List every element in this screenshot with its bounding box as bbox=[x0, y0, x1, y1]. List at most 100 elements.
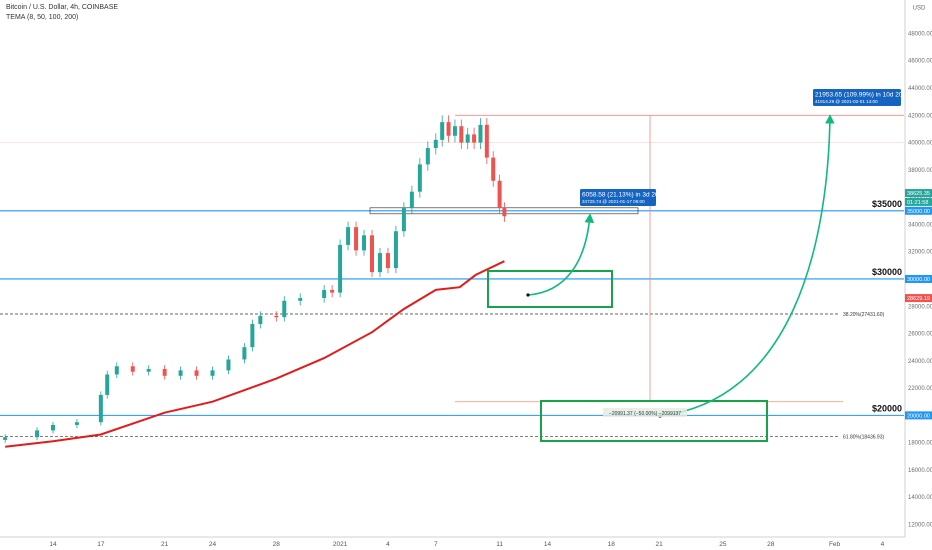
price-tick-label: 16000.00 bbox=[908, 468, 932, 474]
candle-down bbox=[472, 134, 477, 143]
candle-down bbox=[446, 122, 451, 136]
price-tag-label: 28629.19 bbox=[907, 296, 930, 302]
candle-up bbox=[322, 289, 327, 299]
measure-label-bg bbox=[603, 408, 687, 417]
candle-down bbox=[370, 235, 374, 273]
candle-up bbox=[250, 323, 255, 348]
price-tag-label: 01:21:58 bbox=[907, 200, 928, 206]
candle-up bbox=[409, 191, 414, 209]
level-label: $30000 bbox=[872, 267, 902, 277]
indicator-title: TEMA (8, 50, 100, 200) bbox=[6, 14, 79, 21]
candle-up bbox=[452, 126, 457, 136]
candle-up bbox=[146, 369, 151, 372]
price-tick-label: 38000.00 bbox=[908, 168, 932, 174]
annotations: −20991.37 (−50.00%) −2099137 6058.58 (21.… bbox=[487, 89, 906, 442]
price-tag bbox=[905, 294, 932, 303]
price-tick-label: 28000.00 bbox=[908, 304, 932, 310]
candle-down bbox=[491, 157, 496, 181]
time-tick-label: 14 bbox=[49, 541, 57, 548]
candle-down bbox=[497, 180, 502, 209]
callout-bg bbox=[813, 89, 901, 106]
candle-down bbox=[354, 227, 359, 251]
time-tick-label: 18 bbox=[608, 541, 616, 548]
candle-up bbox=[178, 370, 183, 376]
price-tag-label: 38625.35 bbox=[907, 191, 930, 197]
level-label: $35000 bbox=[872, 199, 902, 209]
price-tag-label: 30000.00 bbox=[907, 277, 930, 283]
callout-main: 6058.58 (21.13%) in 3d 20h bbox=[582, 192, 663, 199]
candle-up bbox=[298, 298, 303, 301]
candle-down bbox=[484, 124, 489, 158]
candle-up bbox=[393, 231, 398, 269]
symbol-title: Bitcoin / U.S. Dollar, 4h, COINBASE bbox=[6, 4, 119, 11]
candle-down bbox=[330, 289, 335, 293]
time-axis: 14 17 21 24 28 2021 4 7 11 14 18 21 25 28 Feb 4 bbox=[0, 536, 905, 548]
candle-up bbox=[3, 437, 8, 440]
candle-up bbox=[51, 424, 55, 431]
time-tick-label: 7 bbox=[434, 541, 438, 548]
time-tick-label: 4 bbox=[386, 541, 390, 548]
candle-up bbox=[242, 347, 247, 360]
candle-up bbox=[433, 139, 438, 149]
candle-up bbox=[346, 227, 351, 245]
time-tick-label: 28 bbox=[767, 541, 775, 548]
candle-down bbox=[385, 253, 390, 269]
tema-line bbox=[5, 260, 505, 448]
candle-up bbox=[417, 164, 422, 192]
arrow-start-dot bbox=[526, 293, 530, 297]
price-tag-label: 20000.00 bbox=[907, 413, 930, 419]
fib-label: 38.20%(27431.60) bbox=[843, 312, 884, 318]
candle-up bbox=[425, 148, 430, 165]
candle-down bbox=[162, 369, 167, 376]
candle-up bbox=[478, 124, 483, 143]
time-tick-label: 25 bbox=[719, 541, 727, 548]
currency-label: USD bbox=[913, 6, 926, 12]
price-tick-label: 46000.00 bbox=[908, 59, 932, 65]
time-tick-label: 24 bbox=[209, 541, 217, 548]
price-tag bbox=[905, 197, 932, 206]
price-tag bbox=[905, 411, 932, 420]
measure-label: −20991.37 (−50.00%) −2099137 bbox=[609, 411, 681, 417]
tema-line-path bbox=[5, 260, 505, 448]
candle-down bbox=[274, 315, 279, 318]
candle-up bbox=[401, 208, 406, 232]
price-tick-label: 44000.00 bbox=[908, 86, 932, 92]
candle-down bbox=[502, 208, 507, 217]
price-tag-label: 35000.00 bbox=[907, 209, 930, 215]
candle-up bbox=[282, 300, 287, 318]
price-tick-label: 26000.00 bbox=[908, 332, 932, 338]
candle-up bbox=[377, 253, 382, 273]
candle-up bbox=[105, 374, 110, 395]
price-tick-label: 32000.00 bbox=[908, 250, 932, 256]
candle-up bbox=[114, 366, 119, 375]
candle-up bbox=[98, 394, 103, 423]
candle-down bbox=[459, 126, 464, 143]
price-tick-label: 24000.00 bbox=[908, 359, 932, 365]
candle-down bbox=[194, 370, 199, 376]
price-tag bbox=[905, 274, 932, 283]
candle-down bbox=[130, 366, 135, 372]
price-tag bbox=[905, 206, 932, 215]
level-label: $20000 bbox=[872, 403, 902, 413]
candle-up bbox=[210, 370, 215, 376]
price-tick-label: 22000.00 bbox=[908, 386, 932, 392]
price-tick-label: 14000.00 bbox=[908, 495, 932, 501]
time-tick-label: 4 bbox=[881, 541, 885, 548]
price-tick-label: 12000.00 bbox=[908, 523, 932, 529]
price-tick-label: 40000.00 bbox=[908, 141, 932, 147]
candles bbox=[3, 115, 507, 443]
callout-sub: 34725.74 @ 2021-01-17 06:00 bbox=[582, 199, 645, 204]
projection-arrow-lower bbox=[659, 114, 835, 417]
price-axis: USD 12000.00 14000.00 16000.00 18000.00 20000… bbox=[904, 0, 932, 537]
time-tick-label: 28 bbox=[273, 541, 281, 548]
price-tick-label: 34000.00 bbox=[908, 222, 932, 228]
time-tick-label: 21 bbox=[161, 541, 169, 548]
target-box-lower bbox=[540, 400, 768, 442]
price-tag bbox=[905, 189, 932, 198]
drawings: $35000 $30000 $20000 38.20%(27431.60) 61.80%… bbox=[0, 114, 904, 441]
time-tick-label: 17 bbox=[97, 541, 105, 548]
candle-up bbox=[226, 359, 231, 371]
